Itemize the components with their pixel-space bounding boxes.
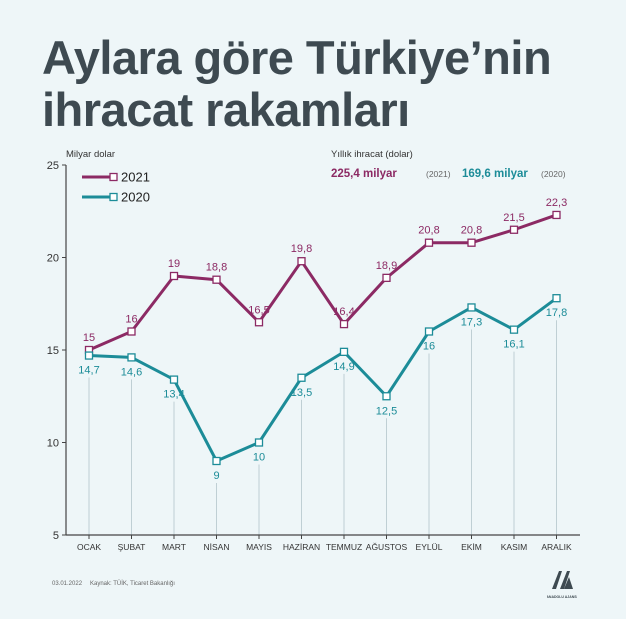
legend-label: 2020: [121, 190, 150, 205]
data-label-2020: 14,6: [121, 366, 142, 378]
y-tick-label: 5: [53, 530, 59, 542]
data-label-2021: 19,8: [291, 243, 312, 255]
series-points: [84, 210, 561, 466]
data-label-2021: 21,5: [503, 212, 524, 224]
data-label-2020: 12,5: [376, 405, 397, 417]
summary-heading: Yıllık ihracat (dolar): [331, 149, 413, 160]
point-2021: [169, 271, 179, 281]
point-2021: [552, 210, 561, 220]
x-tick-label: HAZİRAN: [283, 542, 320, 552]
series-lines: [88, 213, 558, 463]
y-tick-label: 20: [47, 253, 59, 265]
point-2021: [212, 275, 221, 284]
y-tick-label: 25: [47, 160, 59, 172]
legend-swatch-marker: [109, 192, 118, 202]
data-label-2020: 16: [423, 341, 435, 353]
legend: 2021 2020: [82, 170, 150, 205]
page-title: Aylara göre Türkiye’nin ihracat rakamlar…: [42, 32, 602, 136]
point-2020: [382, 392, 391, 401]
footer-source: Kaynak: TÜİK, Ticaret Bakanlığı: [90, 581, 175, 587]
data-labels: 15 16 19 18,8 16,5 19,8 16,4 18,9 20,8 20,8 21,5 22…: [78, 197, 567, 482]
point-2021: [254, 318, 264, 327]
point-2021: [424, 238, 434, 247]
summary-year-2020: (2020): [541, 169, 566, 179]
y-tick-label: 10: [47, 438, 59, 450]
data-label-2020: 17,8: [546, 307, 567, 319]
data-label-2021: 18,9: [376, 260, 397, 272]
axes: 5 10 15 20 25 OCAK ŞUBAT MART NİSAN MAYIS HAZİRAN T…: [47, 160, 580, 552]
series-2020-line: [88, 296, 558, 463]
data-label-2021: 16,4: [333, 306, 354, 318]
data-label-2021: 20,8: [461, 225, 482, 237]
point-2020: [424, 327, 434, 336]
data-label-2020: 16,1: [503, 339, 524, 351]
data-label-2021: 19: [168, 258, 180, 270]
data-label-2020: 17,3: [461, 316, 482, 328]
point-2020: [169, 375, 179, 384]
point-2020: [212, 456, 221, 466]
point-2020: [467, 303, 476, 312]
point-2021: [467, 238, 476, 247]
x-tick-label: TEMMUZ: [326, 542, 362, 552]
annual-summary: Yıllık ihracat (dolar) 225,4 milyar (202…: [331, 149, 566, 180]
point-2021: [127, 327, 136, 336]
data-label-2020: 13,4: [163, 389, 184, 401]
data-label-2021: 16: [125, 314, 137, 326]
x-tick-label: MART: [162, 542, 186, 552]
footer-date: 03.01.2022: [52, 581, 83, 587]
data-label-2021: 16,5: [248, 304, 269, 316]
point-2021: [509, 225, 519, 234]
x-tick-label: KASIM: [501, 542, 527, 552]
point-2020: [254, 438, 264, 447]
data-label-2020: 13,5: [291, 387, 312, 399]
data-label-2021: 15: [83, 332, 95, 344]
anadolu-agency-logo: ANADOLU AJANSI: [547, 571, 577, 599]
x-tick-label: EKİM: [461, 542, 482, 552]
summary-value-2021: 225,4 milyar: [331, 168, 397, 180]
legend-swatch-marker: [109, 172, 118, 182]
data-label-2021: 22,3: [546, 197, 567, 209]
point-2021: [339, 319, 349, 329]
data-label-2021: 20,8: [418, 225, 439, 237]
point-2020: [84, 351, 94, 360]
summary-year-2021: (2021): [426, 169, 451, 179]
data-label-2020: 14,7: [78, 365, 99, 377]
x-tick-label: ARALIK: [541, 542, 572, 552]
data-label-2021: 18,8: [206, 262, 227, 274]
title-line-2: ihracat rakamları: [42, 83, 410, 136]
x-tick-label: NİSAN: [204, 542, 230, 552]
data-label-2020: 14,9: [333, 361, 354, 373]
point-2020: [552, 294, 561, 303]
series-2021-line: [88, 213, 557, 352]
data-label-2020: 10: [253, 452, 265, 464]
point-2020: [509, 325, 519, 334]
legend-label: 2021: [121, 170, 150, 185]
logo-lettering: ANADOLU AJANSI: [547, 595, 577, 599]
title-line-1: Aylara göre Türkiye’nin: [42, 31, 552, 84]
y-tick-label: 15: [47, 345, 59, 357]
x-tick-label: AĞUSTOS: [366, 542, 408, 552]
y-axis-label: Milyar dolar: [66, 149, 115, 160]
point-2020: [339, 347, 349, 357]
point-2020: [297, 373, 306, 382]
x-tick-label: MAYIS: [246, 542, 272, 552]
x-tick-label: EYLÜL: [416, 542, 443, 552]
x-tick-label: ŞUBAT: [118, 542, 146, 552]
summary-value-2020: 169,6 milyar: [462, 168, 528, 180]
drop-lines: [88, 320, 557, 535]
data-label-2020: 9: [213, 470, 219, 482]
point-2020: [127, 353, 136, 362]
point-2021: [382, 273, 391, 283]
point-2021: [297, 257, 306, 266]
x-tick-label: OCAK: [77, 542, 101, 552]
